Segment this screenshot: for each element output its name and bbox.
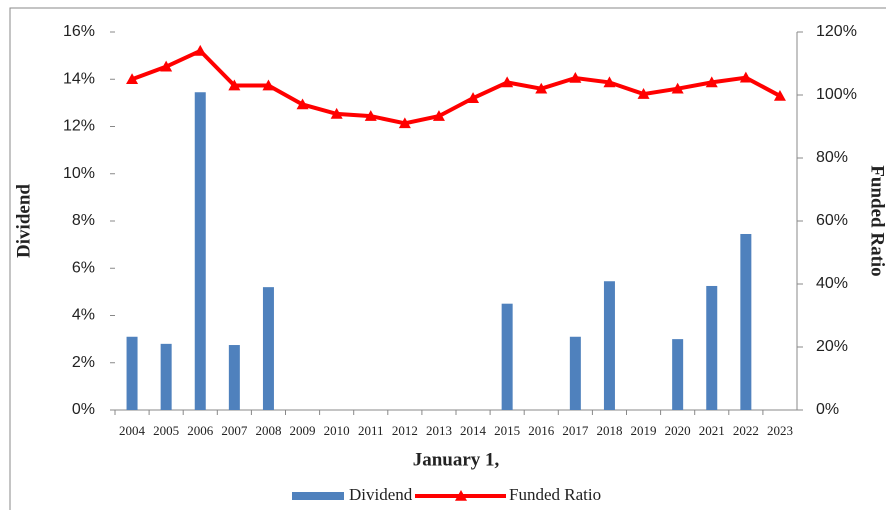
y-tick-label: 10% — [63, 165, 95, 182]
x-tick-label: 2018 — [596, 423, 622, 438]
x-tick-label: 2010 — [324, 423, 350, 438]
y-axis-title: Dividend — [13, 184, 34, 258]
legend-marker — [455, 490, 467, 501]
bar — [228, 345, 240, 410]
line-marker — [739, 71, 752, 83]
bar — [603, 281, 615, 410]
x-tick-label: 2012 — [392, 423, 418, 438]
y-tick-label: 0% — [72, 401, 95, 418]
line-marker — [398, 117, 411, 129]
legend-label: Funded Ratio — [509, 485, 601, 504]
x-tick-label: 2020 — [665, 423, 691, 438]
line-marker — [330, 107, 343, 119]
line-marker — [432, 110, 445, 121]
line-marker — [705, 76, 718, 88]
bar — [126, 336, 138, 410]
x-tick-label: 2023 — [767, 423, 793, 438]
y-tick-label: 16% — [63, 23, 95, 40]
legend-label: Dividend — [349, 485, 413, 504]
x-tick-label: 2021 — [699, 423, 725, 438]
line-marker — [535, 82, 548, 94]
x-tick-label: 2008 — [255, 423, 281, 438]
line-marker — [262, 79, 275, 91]
x-tick-label: 2017 — [562, 423, 589, 438]
x-tick-label: 2015 — [494, 423, 520, 438]
line — [131, 48, 781, 126]
line-marker — [501, 76, 514, 88]
y2-tick-label: 120% — [816, 23, 857, 40]
bar — [160, 343, 172, 410]
line-marker — [637, 88, 650, 99]
y2-tick-label: 80% — [816, 149, 848, 166]
line-marker — [569, 71, 582, 83]
y2-tick-label: 100% — [816, 86, 857, 103]
x-tick-label: 2009 — [290, 423, 316, 438]
x-tick-label: 2004 — [119, 423, 146, 438]
y-tick-label: 4% — [72, 307, 95, 324]
y2-tick-label: 0% — [816, 401, 839, 418]
y2-tick-label: 40% — [816, 275, 848, 292]
x-tick-label: 2014 — [460, 423, 487, 438]
line-marker — [467, 92, 480, 103]
y-tick-label: 8% — [72, 212, 95, 229]
bar — [262, 287, 274, 410]
x-tick-label: 2007 — [221, 423, 248, 438]
y-tick-label: 14% — [63, 70, 95, 87]
line-marker — [126, 73, 139, 85]
x-tick-label: 2016 — [528, 423, 555, 438]
x-tick-label: 2005 — [153, 423, 179, 438]
y2-tick-label: 20% — [816, 338, 848, 355]
x-tick-label: 2022 — [733, 423, 759, 438]
line-marker — [603, 76, 616, 88]
line-marker — [364, 110, 377, 121]
x-tick-label: 2011 — [358, 423, 384, 438]
y2-tick-label: 60% — [816, 212, 848, 229]
line-marker — [194, 44, 207, 56]
legend-swatch — [292, 492, 344, 500]
x-axis-title: January 1, — [413, 449, 500, 470]
y-tick-label: 6% — [72, 259, 95, 276]
bar — [569, 336, 581, 410]
line-marker — [228, 79, 241, 91]
bar — [501, 303, 513, 410]
line-marker — [773, 89, 786, 101]
bar — [706, 285, 718, 410]
y2-axis-title: Funded Ratio — [867, 165, 886, 276]
chart-frame — [9, 7, 886, 510]
x-tick-label: 2019 — [631, 423, 657, 438]
bar — [672, 339, 684, 410]
line-marker — [160, 60, 173, 72]
x-tick-label: 2006 — [187, 423, 214, 438]
y-tick-label: 12% — [63, 118, 95, 135]
x-tick-label: 2013 — [426, 423, 452, 438]
y-tick-label: 2% — [72, 354, 95, 371]
bar — [740, 233, 752, 410]
line-marker — [296, 98, 309, 110]
line-marker — [671, 82, 684, 94]
bar — [194, 92, 206, 411]
